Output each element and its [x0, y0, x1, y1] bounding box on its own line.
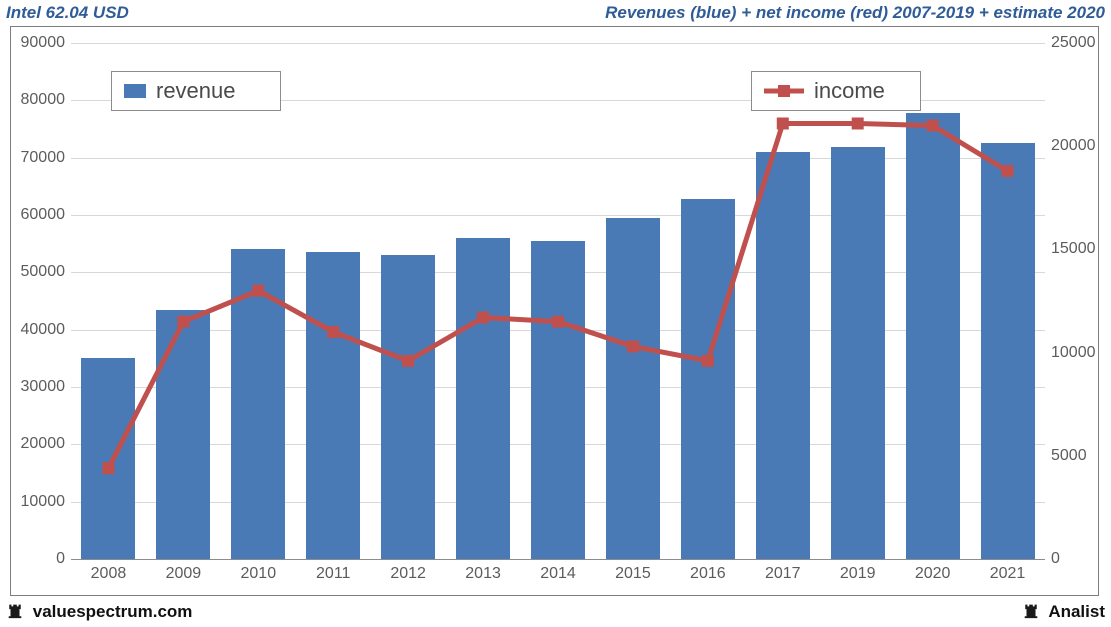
- income-marker: [402, 355, 414, 367]
- plot-area: 0100002000030000400005000060000700008000…: [71, 43, 1045, 559]
- x-tick-label: 2011: [316, 559, 350, 583]
- income-marker: [1002, 165, 1014, 177]
- income-marker: [852, 117, 864, 129]
- income-marker: [102, 462, 114, 474]
- x-tick-label: 2010: [241, 559, 277, 583]
- income-marker: [927, 120, 939, 132]
- legend-label: income: [814, 78, 885, 104]
- footer-left-text: valuespectrum.com: [33, 602, 193, 621]
- y-right-tick-label: 15000: [1045, 240, 1096, 258]
- x-tick-label: 2019: [840, 559, 876, 583]
- y-left-tick-label: 40000: [21, 321, 72, 339]
- chart-box: 0100002000030000400005000060000700008000…: [10, 26, 1099, 596]
- footer-right: Analist: [1022, 601, 1105, 624]
- x-tick-label: 2008: [91, 559, 127, 583]
- y-right-tick-label: 10000: [1045, 344, 1096, 362]
- y-right-tick-label: 20000: [1045, 137, 1096, 155]
- header-right: Revenues (blue) + net income (red) 2007-…: [605, 3, 1105, 23]
- legend-income: income: [751, 71, 921, 111]
- y-left-tick-label: 70000: [21, 149, 72, 167]
- rook-icon: [1022, 601, 1040, 624]
- y-left-tick-label: 10000: [21, 493, 72, 511]
- x-tick-label: 2021: [990, 559, 1026, 583]
- footer-right-text: Analist: [1048, 602, 1105, 621]
- legend-label: revenue: [156, 78, 236, 104]
- income-line: [71, 43, 1045, 559]
- rook-icon: [6, 601, 24, 624]
- income-marker: [177, 316, 189, 328]
- income-marker: [702, 355, 714, 367]
- x-tick-label: 2015: [615, 559, 651, 583]
- legend-revenue: revenue: [111, 71, 281, 111]
- y-right-tick-label: 5000: [1045, 447, 1087, 465]
- legend-line-swatch-icon: [764, 83, 804, 99]
- x-tick-label: 2013: [465, 559, 501, 583]
- y-left-tick-label: 20000: [21, 435, 72, 453]
- footer-left: valuespectrum.com: [6, 601, 192, 624]
- x-tick-label: 2020: [915, 559, 951, 583]
- income-marker: [627, 340, 639, 352]
- y-right-tick-label: 25000: [1045, 34, 1096, 52]
- chart-header: Intel 62.04 USD Revenues (blue) + net in…: [6, 2, 1105, 24]
- y-left-tick-label: 0: [56, 550, 71, 568]
- y-left-tick-label: 50000: [21, 263, 72, 281]
- income-marker: [477, 312, 489, 324]
- y-right-tick-label: 0: [1045, 550, 1060, 568]
- header-left: Intel 62.04 USD: [6, 3, 129, 23]
- x-axis-line: [71, 559, 1045, 560]
- y-left-tick-label: 80000: [21, 91, 72, 109]
- chart-frame: Intel 62.04 USD Revenues (blue) + net in…: [0, 0, 1111, 627]
- income-marker: [327, 326, 339, 338]
- y-left-tick-label: 30000: [21, 378, 72, 396]
- x-tick-label: 2016: [690, 559, 726, 583]
- x-tick-label: 2009: [166, 559, 202, 583]
- legend-bar-swatch-icon: [124, 84, 146, 98]
- income-marker: [252, 285, 264, 297]
- y-left-tick-label: 60000: [21, 206, 72, 224]
- x-tick-label: 2012: [390, 559, 426, 583]
- x-tick-label: 2017: [765, 559, 801, 583]
- y-left-tick-label: 90000: [21, 34, 72, 52]
- x-tick-label: 2014: [540, 559, 576, 583]
- income-marker: [552, 316, 564, 328]
- chart-footer: valuespectrum.com Analist: [6, 601, 1105, 623]
- income-marker: [777, 117, 789, 129]
